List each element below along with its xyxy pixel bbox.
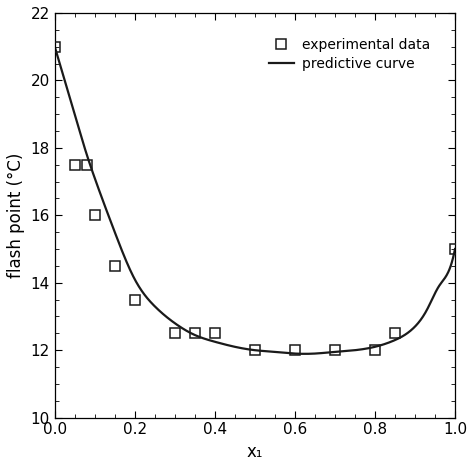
- Y-axis label: flash point (°C): flash point (°C): [7, 153, 25, 278]
- X-axis label: x₁: x₁: [246, 443, 263, 461]
- Legend: experimental data, predictive curve: experimental data, predictive curve: [264, 32, 436, 77]
